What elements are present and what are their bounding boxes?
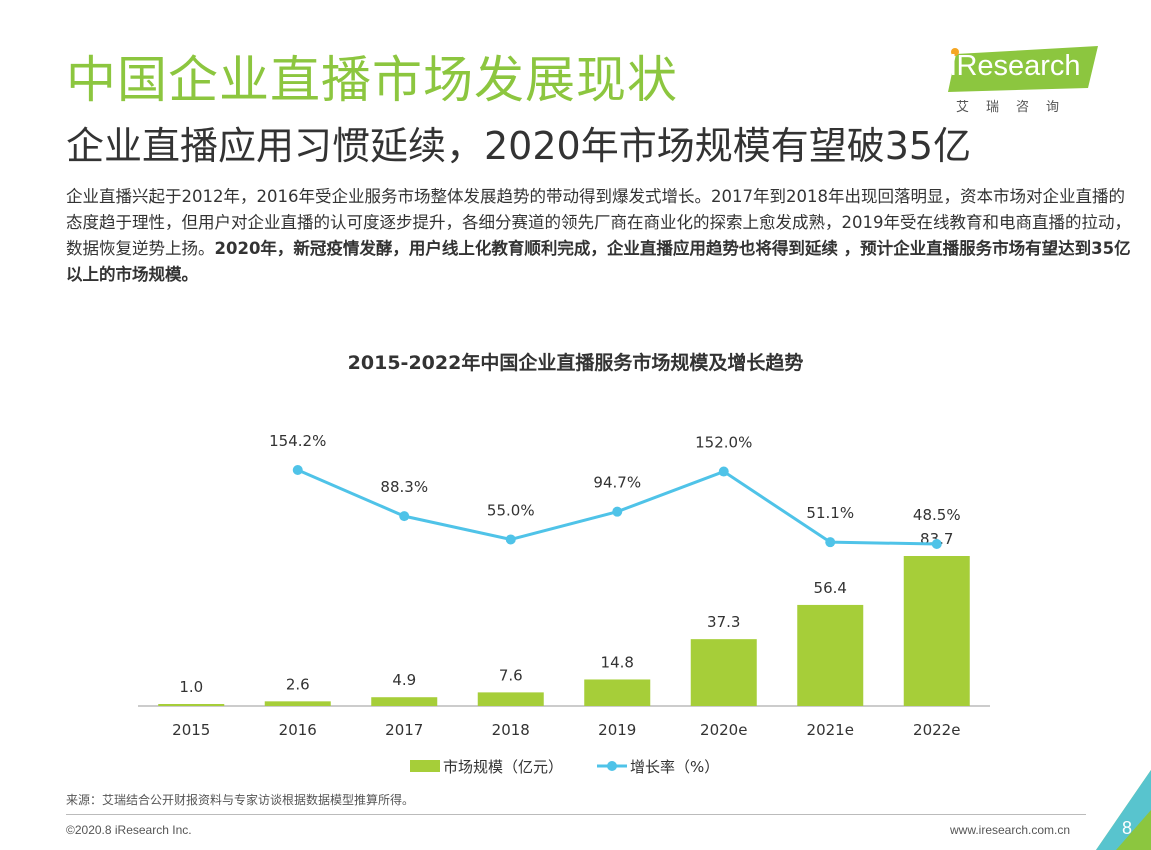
growth-label: 55.0%	[487, 501, 535, 519]
chart-title: 2015-2022年中国企业直播服务市场规模及增长趋势	[347, 352, 804, 374]
bar-2015	[158, 704, 225, 706]
bar-label: 7.6	[499, 666, 523, 684]
legend-line-label: 增长率（%）	[630, 758, 719, 776]
growth-label: 88.3%	[380, 478, 428, 496]
x-tick-label: 2019	[598, 721, 636, 739]
growth-point	[718, 466, 729, 477]
bar-label: 4.9	[392, 671, 416, 689]
page-subtitle: 企业直播应用习惯延续，2020年市场规模有望破35亿	[66, 124, 972, 168]
bar-2017	[371, 697, 438, 706]
x-tick-label: 2022e	[913, 721, 960, 739]
growth-label: 51.1%	[806, 504, 854, 522]
x-tick-label: 2015	[172, 721, 210, 739]
growth-point	[505, 534, 516, 545]
x-tick-label: 2021e	[807, 721, 854, 739]
x-tick-label: 2016	[279, 721, 317, 739]
growth-point	[612, 506, 623, 517]
growth-point	[825, 537, 836, 548]
website-link[interactable]: www.iresearch.com.cn	[950, 823, 1071, 837]
growth-label: 152.0%	[695, 434, 752, 452]
page-number: 8	[1122, 818, 1133, 838]
bar-2019	[584, 679, 651, 706]
description-bold: 2020年，新冠疫情发酵，用户线上化教育顺利完成，企业直播应用趋势也将得到延续 …	[66, 239, 1131, 284]
growth-label: 94.7%	[593, 474, 641, 492]
iresearch-logo	[948, 46, 1098, 92]
growth-point	[292, 465, 303, 475]
description: 企业直播兴起于2012年，2016年受企业服务市场整体发展趋势的带动得到爆发式增…	[66, 184, 1136, 288]
page-title: 中国企业直播市场发展现状	[66, 51, 678, 109]
bar-label: 14.8	[601, 653, 634, 671]
bar-label: 2.6	[286, 675, 310, 693]
growth-label: 154.2%	[269, 432, 326, 450]
logo-cn: 艾瑞咨询	[956, 100, 1077, 115]
x-tick-label: 2020e	[700, 721, 747, 739]
x-tick-label: 2018	[492, 721, 530, 739]
bar-label: 56.4	[814, 579, 847, 597]
growth-label: 48.5%	[913, 506, 961, 524]
bar-2021e	[797, 604, 864, 706]
bar-2018	[477, 692, 544, 706]
legend-bar-label: 市场规模（亿元）	[443, 758, 563, 776]
growth-point	[399, 511, 410, 522]
logo-name: iResearch	[950, 50, 1081, 82]
description-normal: 企业直播兴起于2012年，2016年受企业服务市场整体发展趋势的带动得到爆发式增…	[66, 187, 1131, 258]
legend-bar-swatch	[410, 760, 440, 772]
footer-divider	[66, 814, 1086, 815]
x-tick-label: 2017	[385, 721, 423, 739]
bar-label: 1.0	[179, 678, 203, 696]
corner-decoration	[1096, 770, 1151, 850]
legend-line-marker	[607, 761, 617, 771]
copyright: ©2020.8 iResearch Inc.	[66, 823, 192, 837]
source-note: 来源：艾瑞结合公开财报资料与专家访谈根据数据模型推算所得。	[66, 793, 415, 807]
growth-point	[931, 539, 942, 549]
bar-2016	[264, 701, 331, 706]
bar-2022e	[903, 556, 970, 706]
bar-label: 37.3	[707, 613, 740, 631]
bar-2020e	[690, 639, 757, 706]
